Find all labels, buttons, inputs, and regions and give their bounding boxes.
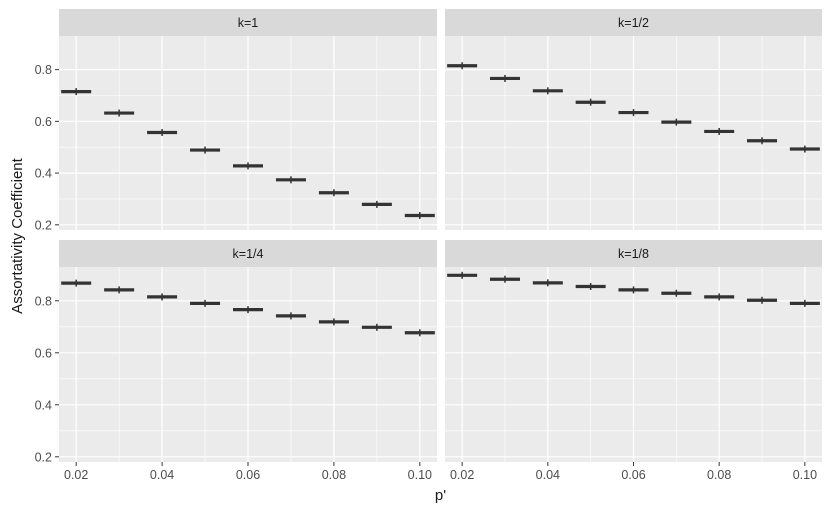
facet-strip-label: k=1: [238, 16, 259, 30]
x-tick-label: 0.06: [621, 468, 645, 482]
x-tick-label: 0.02: [450, 468, 474, 482]
x-tick-label: 0.04: [536, 468, 560, 482]
x-tick-label: 0.02: [64, 468, 88, 482]
facet-strip: [59, 9, 437, 36]
y-tick-label: 0.4: [35, 167, 52, 181]
y-tick-label: 0.4: [35, 398, 52, 412]
facet-strip-label: k=1/2: [618, 16, 649, 30]
x-tick-label: 0.10: [408, 468, 432, 482]
x-tick-label: 0.04: [150, 468, 174, 482]
y-tick-label: 0.8: [35, 294, 52, 308]
facet-strip: [445, 240, 822, 267]
y-tick-label: 0.6: [35, 115, 52, 129]
y-tick-label: 0.2: [35, 450, 52, 464]
x-axis-title: p': [435, 487, 446, 504]
facet-strip-label: k=1/8: [618, 247, 649, 261]
x-tick-label: 0.06: [236, 468, 260, 482]
x-tick-label: 0.08: [707, 468, 731, 482]
y-tick-label: 0.2: [35, 218, 52, 232]
x-tick-label: 0.10: [793, 468, 817, 482]
facet-strip: [59, 240, 437, 267]
facet-strip-label: k=1/4: [233, 247, 264, 261]
x-tick-label: 0.08: [322, 468, 346, 482]
y-tick-label: 0.8: [35, 63, 52, 77]
facet-strip: [445, 9, 822, 36]
y-axis-title: Assortativity Coefficient: [9, 157, 26, 313]
y-tick-label: 0.6: [35, 346, 52, 360]
